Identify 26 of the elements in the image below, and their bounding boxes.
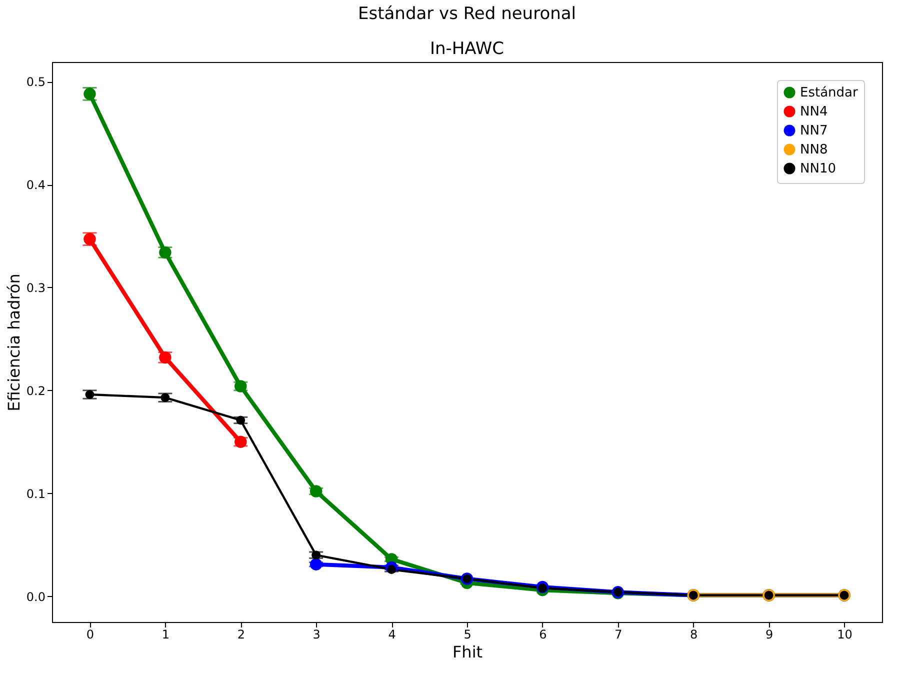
x-tick-label: 8	[690, 628, 698, 642]
y-tick-label: 0.5	[26, 75, 46, 90]
x-tick-label: 7	[614, 628, 622, 642]
x-tick-label: 9	[766, 628, 774, 642]
x-tick-label: 3	[312, 628, 320, 642]
y-tick-label: 0.0	[26, 590, 46, 604]
y-tick-label: 0.1	[26, 486, 46, 501]
y-tick-label: 0.4	[26, 178, 46, 192]
legend-label: Estándar	[800, 86, 859, 100]
x-tick-label: 1	[162, 628, 170, 642]
chart-title: Estándar vs Red neuronal	[358, 4, 576, 24]
y-tick-label: 0.2	[26, 384, 46, 398]
legend-label: NN8	[800, 142, 828, 158]
legend-label: NN7	[800, 124, 828, 138]
x-tick-label: 6	[539, 628, 547, 642]
y-axis-title: Eficiencia hadrón	[4, 274, 24, 412]
x-tick-label: 5	[464, 628, 472, 642]
x-tick-label: 4	[388, 628, 396, 642]
chart-subtitle: In-HAWC	[430, 39, 504, 59]
x-tick-label: 0	[86, 628, 94, 642]
x-tick-label: 10	[837, 628, 852, 642]
legend-label: NN10	[800, 162, 836, 176]
legend-label: NN4	[800, 104, 828, 120]
x-axis-title: Fhit	[452, 642, 483, 662]
y-tick-label: 0.3	[26, 280, 46, 295]
x-tick-label: 2	[237, 628, 245, 642]
